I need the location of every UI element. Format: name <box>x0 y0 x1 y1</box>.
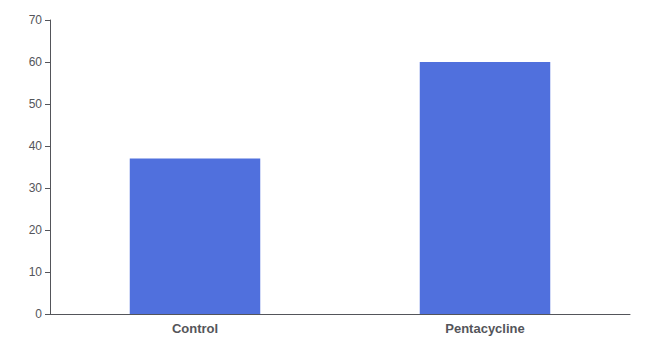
svg-text:40: 40 <box>29 139 43 153</box>
svg-text:Pentacycline: Pentacycline <box>445 321 525 336</box>
svg-text:20: 20 <box>29 223 43 237</box>
svg-text:0: 0 <box>35 307 42 321</box>
svg-text:30: 30 <box>29 181 43 195</box>
svg-text:50: 50 <box>29 97 43 111</box>
svg-text:Control: Control <box>172 321 218 336</box>
svg-text:10: 10 <box>29 265 43 279</box>
svg-text:60: 60 <box>29 55 43 69</box>
svg-text:70: 70 <box>29 13 43 27</box>
